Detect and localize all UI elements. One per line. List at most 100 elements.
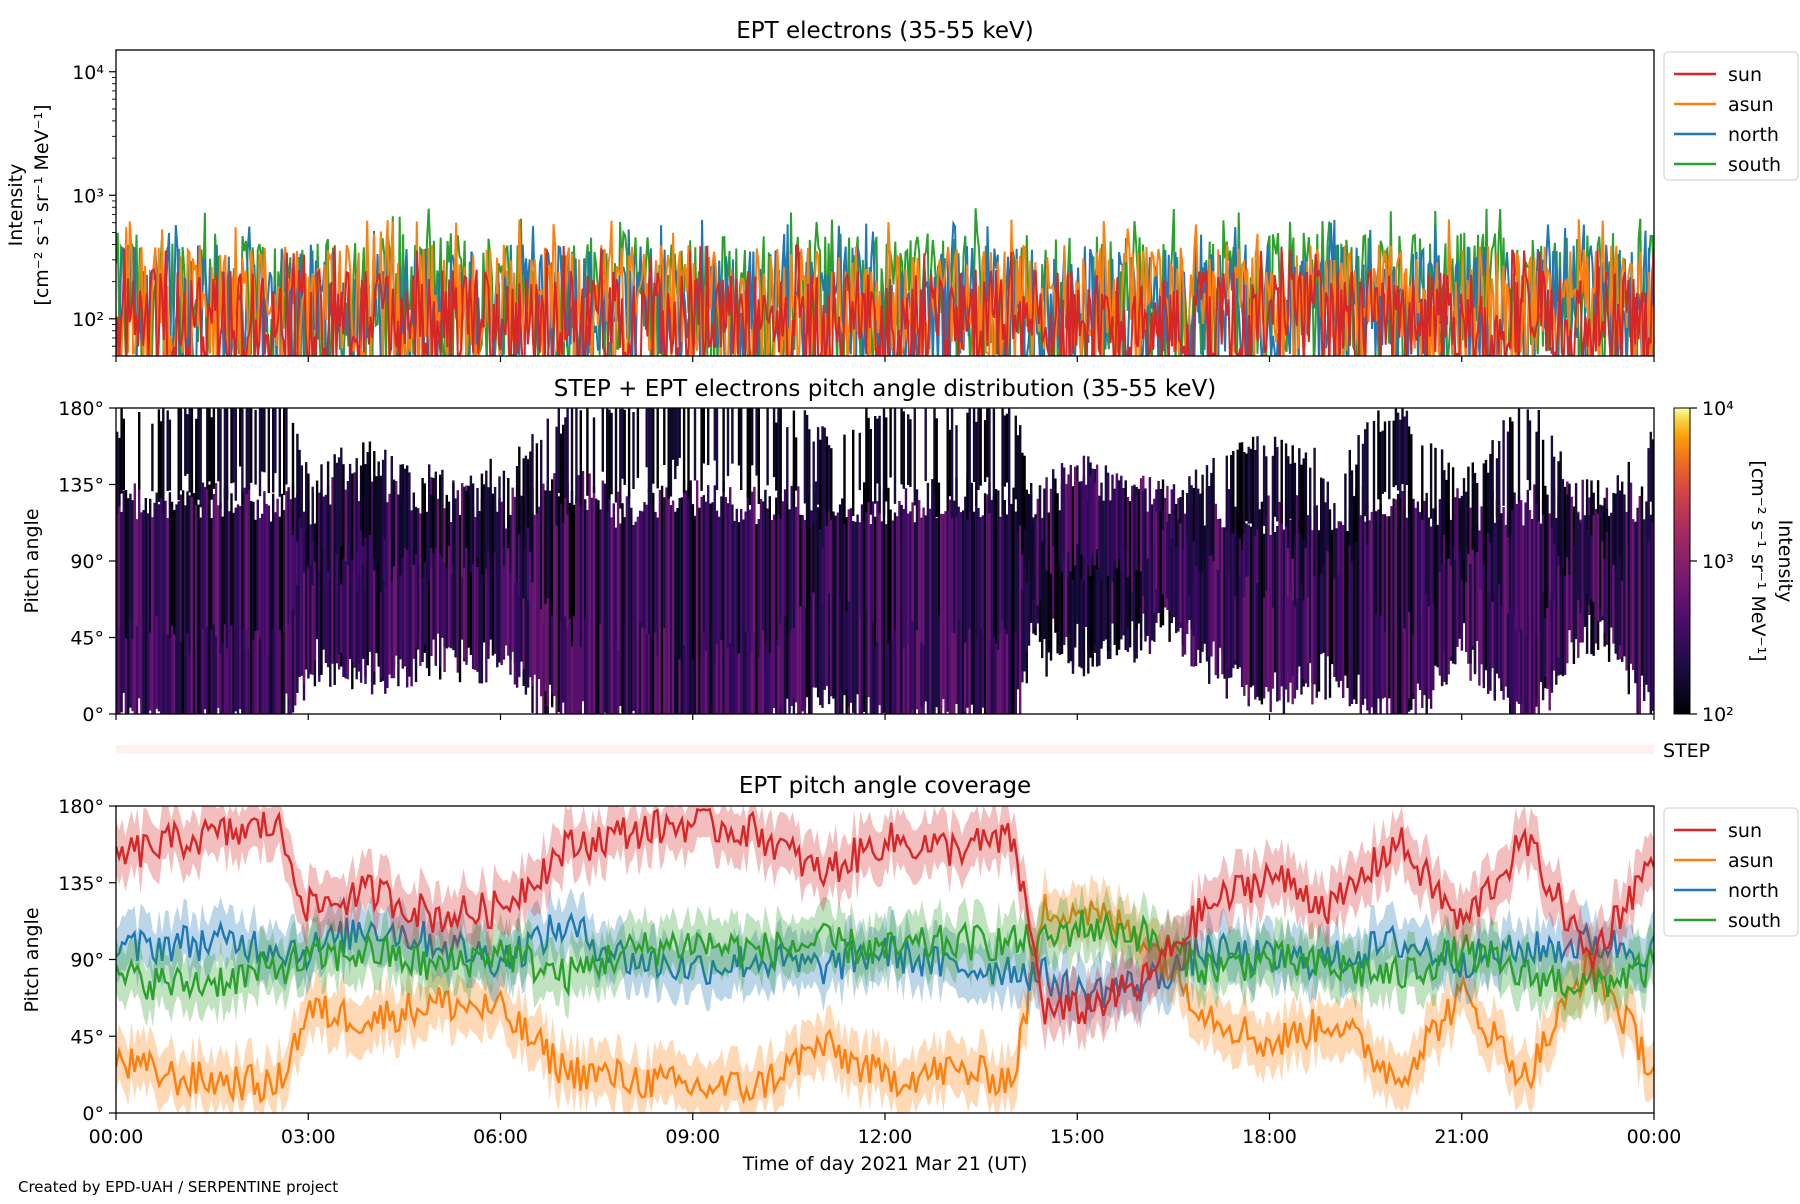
heatmap-cell <box>1019 425 1022 526</box>
heatmap-cell <box>803 410 807 504</box>
heatmap-cell <box>447 545 451 648</box>
heatmap-cell <box>1320 477 1323 574</box>
heatmap-cell <box>265 503 268 714</box>
heatmap-cell <box>1407 611 1411 699</box>
heatmap-cell <box>790 629 793 706</box>
heatmap-cell <box>805 504 809 698</box>
heatmap-cell <box>1513 492 1516 714</box>
heatmap-cell <box>733 520 736 714</box>
heatmap-cell <box>1366 422 1369 545</box>
heatmap-cell <box>893 630 897 714</box>
heatmap-cell <box>709 503 712 714</box>
heatmap-cell <box>557 408 560 494</box>
heatmap-cell <box>214 636 218 714</box>
heatmap-cell <box>1533 484 1536 714</box>
heatmap-cell <box>915 630 919 709</box>
heatmap-cell <box>808 429 811 528</box>
heatmap-cell <box>366 452 369 563</box>
heatmap-cell <box>551 479 554 708</box>
heatmap-cell <box>783 615 787 714</box>
heatmap-cell <box>1491 602 1494 669</box>
heatmap-cell <box>1385 516 1389 714</box>
heatmap-cell <box>1276 447 1279 522</box>
heatmap-cell <box>122 490 125 693</box>
heatmap-cell <box>1243 597 1246 696</box>
heatmap-cell <box>1208 555 1211 657</box>
heatmap-cell <box>753 486 756 714</box>
heatmap-cell <box>797 486 800 714</box>
heatmap-cell <box>792 410 796 508</box>
heatmap-cell <box>256 630 259 714</box>
heatmap-cell <box>931 479 934 714</box>
heatmap-cell <box>911 502 914 714</box>
heatmap-cell <box>937 615 941 711</box>
heatmap-cell <box>362 471 365 656</box>
heatmap-cell <box>825 436 829 526</box>
heatmap-cell <box>586 622 589 714</box>
heatmap-cell <box>309 565 312 672</box>
heatmap-cell <box>1074 466 1077 566</box>
colorbar-tick-label: 10⁴ <box>1702 398 1734 420</box>
heatmap-cell <box>406 510 409 688</box>
heatmap-cell <box>735 656 738 714</box>
heatmap-cell <box>166 634 169 714</box>
heatmap-cell <box>487 551 490 659</box>
heatmap-cell <box>887 643 890 714</box>
heatmap-cell <box>1300 582 1303 695</box>
heatmap-cell <box>757 657 760 714</box>
heatmap-cell <box>531 434 534 515</box>
heatmap-cell <box>707 408 710 466</box>
heatmap-cell <box>608 497 611 714</box>
heatmap-cell <box>1289 590 1292 683</box>
heatmap-cell <box>595 498 598 714</box>
heatmap-cell <box>362 442 365 547</box>
heatmap-cell <box>794 506 798 703</box>
heatmap-cell <box>439 474 442 574</box>
x-axis: 00:00 03:00 06:00 09:00 12:00 15:00 18:00 21:00… <box>89 356 1681 1148</box>
panel2-axes: 0° 45° 90° 135° 180° <box>58 398 116 726</box>
heatmap-cell <box>988 640 991 714</box>
heatmap-cell <box>1394 499 1398 714</box>
heatmap-cell <box>1276 526 1279 702</box>
heatmap-cell <box>566 629 569 714</box>
heatmap-cell <box>610 412 613 495</box>
heatmap-cell <box>678 659 681 714</box>
heatmap-cell <box>575 495 578 714</box>
heatmap-cell <box>1265 456 1268 516</box>
heatmap-cell <box>904 640 908 711</box>
panel1-legend: sun asun north south <box>1663 51 1799 181</box>
heatmap-cell <box>390 493 393 650</box>
heatmap-cell <box>1256 436 1259 530</box>
heatmap-cell <box>230 493 233 714</box>
heatmap-cell <box>1454 560 1457 665</box>
heatmap-cell <box>1240 517 1244 664</box>
heatmap-cell <box>300 465 303 529</box>
heatmap-cell <box>942 514 945 700</box>
heatmap-cell <box>1019 489 1022 714</box>
heatmap-cell <box>254 631 257 714</box>
heatmap-cell <box>1552 601 1556 671</box>
heatmap-cell <box>1649 431 1652 502</box>
heatmap-cell <box>386 502 389 688</box>
heatmap-cell <box>874 646 877 714</box>
heatmap-cell <box>1230 455 1233 534</box>
heatmap-cell <box>540 494 543 697</box>
heatmap-cell <box>1106 475 1110 576</box>
heatmap-cell <box>731 504 734 714</box>
heatmap-cell <box>335 462 339 555</box>
heatmap-cell <box>241 489 244 714</box>
heatmap-cell <box>924 515 927 702</box>
heatmap-cell <box>1082 455 1086 558</box>
heatmap-cell <box>217 505 220 708</box>
heatmap-cell <box>261 408 264 472</box>
heatmap-cell <box>1361 443 1365 543</box>
heatmap-cell <box>1309 467 1312 549</box>
heatmap-cell <box>1557 565 1560 658</box>
heatmap-cell <box>1484 491 1488 671</box>
heatmap-cell <box>551 615 554 695</box>
heatmap-cell <box>577 475 580 708</box>
heatmap-cell <box>856 514 859 695</box>
heatmap-cell <box>821 518 824 676</box>
heatmap-cell <box>212 408 216 489</box>
heatmap-cell <box>507 497 510 656</box>
